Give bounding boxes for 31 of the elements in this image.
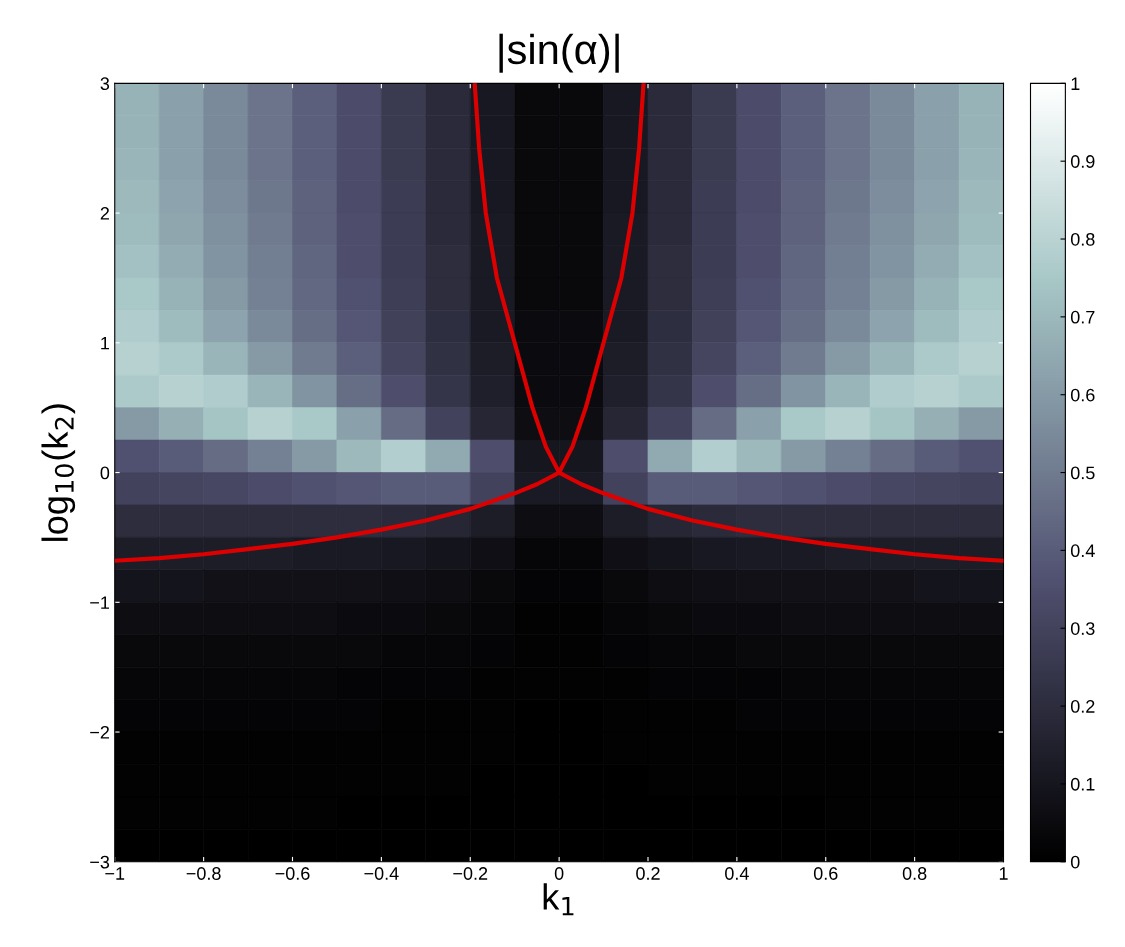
color-bar-label: 0.3: [1070, 622, 1095, 635]
x-tick-label: −0.6: [275, 867, 310, 880]
y-tick-label: 0: [100, 466, 110, 480]
color-bar-label: 0.9: [1070, 155, 1095, 168]
color-bar-label: 0.2: [1070, 700, 1095, 713]
color-bar-label: 0.1: [1070, 777, 1095, 791]
x-tick-label: 0.8: [902, 867, 927, 880]
y-tick-label: 2: [100, 207, 109, 220]
y-axis-title: log$_{10}$(k$_{2}$): [41, 404, 76, 541]
x-tick-label: 0.6: [813, 867, 838, 880]
color-bar-label: 0.6: [1070, 388, 1095, 402]
y-tick-label: 1: [101, 336, 110, 350]
color-bar-label: 0.8: [1070, 232, 1095, 246]
y-tick-label: −2: [90, 725, 109, 739]
color-bar-label: 0.7: [1070, 310, 1095, 324]
x-tick-label: −0.8: [186, 867, 221, 880]
y-tick-label: −3: [90, 855, 110, 869]
color-bar-label: 0.5: [1070, 466, 1095, 480]
x-tick-label: 0.2: [636, 867, 660, 880]
color-bar-label: 0: [1070, 855, 1080, 869]
x-axis-title: k$_{1}$: [543, 883, 574, 916]
x-tick-label: 0: [554, 867, 564, 880]
x-tick-label: 0.4: [725, 867, 749, 880]
chart-title: |sin(α)|: [499, 33, 619, 73]
color-bar-label: 1: [1071, 77, 1080, 90]
color-bar-label: 0.4: [1070, 544, 1095, 558]
x-tick-label: −0.2: [453, 867, 488, 880]
x-tick-label: 1: [999, 867, 1008, 880]
y-tick-label: −1: [90, 596, 110, 609]
y-tick-label: 3: [100, 77, 110, 91]
x-tick-label: −0.4: [364, 867, 399, 880]
